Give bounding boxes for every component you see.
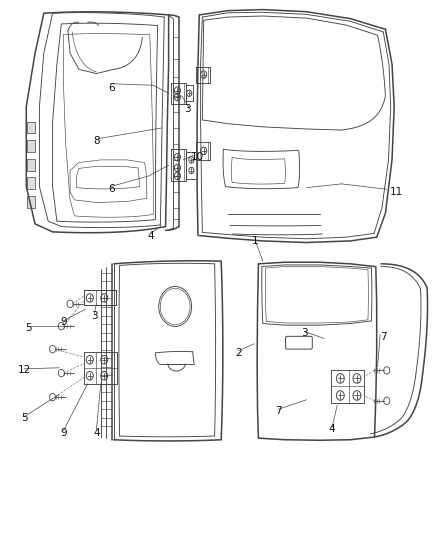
Text: 10: 10	[191, 152, 204, 162]
Text: 4: 4	[328, 424, 336, 434]
FancyBboxPatch shape	[286, 336, 312, 349]
Text: 3: 3	[184, 104, 191, 114]
Bar	[27, 140, 35, 152]
Text: 7: 7	[275, 407, 282, 416]
Text: 3: 3	[301, 328, 308, 338]
Text: 2: 2	[235, 348, 242, 358]
Text: 8: 8	[93, 136, 100, 146]
Text: 6: 6	[108, 184, 115, 194]
Text: 4: 4	[148, 231, 155, 240]
Text: 11: 11	[390, 187, 403, 197]
Text: 5: 5	[25, 323, 32, 333]
Text: 1: 1	[251, 236, 258, 246]
Text: 9: 9	[60, 428, 67, 438]
Text: 9: 9	[60, 318, 67, 327]
Bar	[27, 122, 35, 133]
Bar	[27, 196, 35, 208]
Text: 4: 4	[93, 428, 100, 438]
Bar	[84, 290, 116, 305]
Text: 7: 7	[380, 332, 387, 342]
Text: 3: 3	[91, 311, 98, 320]
Text: 12: 12	[18, 366, 31, 375]
Bar	[27, 159, 35, 171]
Bar	[27, 177, 35, 189]
Text: 6: 6	[108, 83, 115, 93]
Text: 5: 5	[21, 414, 28, 423]
